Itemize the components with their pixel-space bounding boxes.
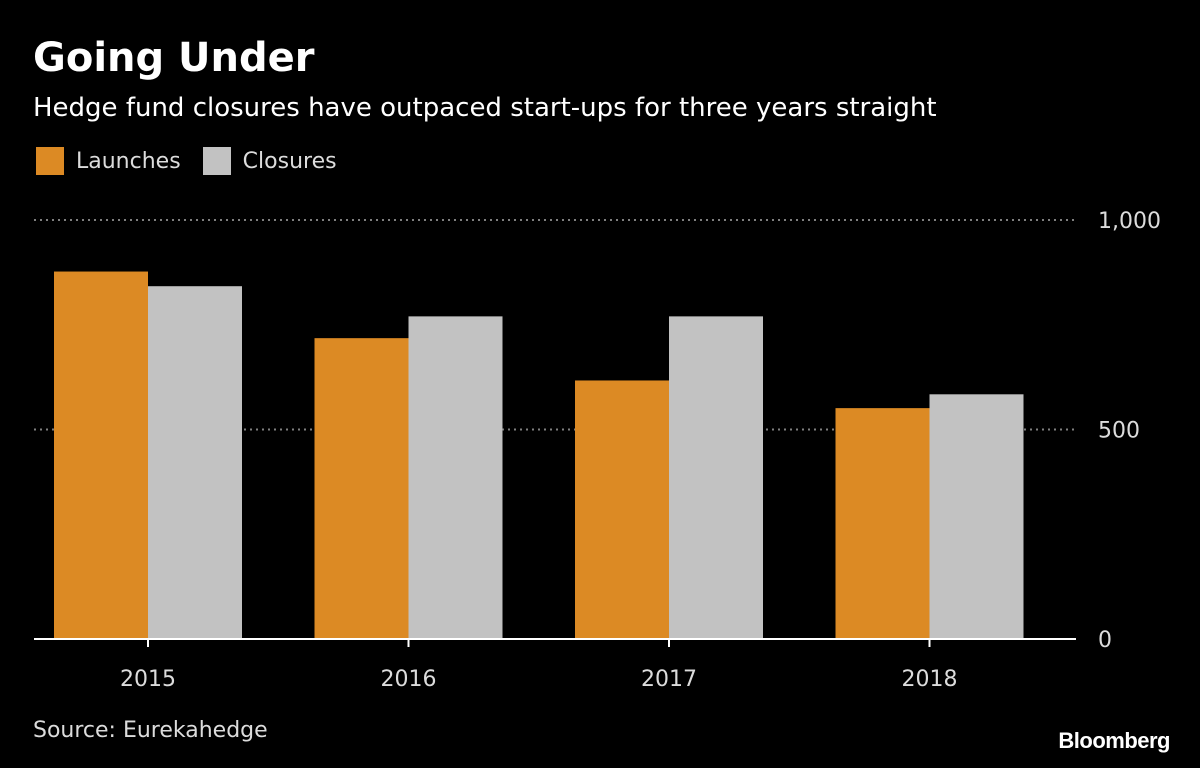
bloomberg-logo: Bloomberg	[1058, 728, 1170, 753]
legend: Launches Closures	[36, 146, 359, 176]
legend-item-launches: Launches	[36, 147, 181, 175]
bar-launches-2018	[835, 408, 930, 639]
bar-closures-2016	[408, 316, 503, 639]
legend-label-closures: Closures	[242, 148, 337, 174]
legend-item-closures: Closures	[202, 147, 337, 175]
x-tick-label-2016: 2016	[381, 667, 437, 692]
x-tick-label-2018: 2018	[902, 667, 958, 692]
y-tick-label-500: 500	[1098, 419, 1140, 444]
bar-launches-2015	[54, 271, 148, 639]
legend-swatch-launches	[36, 147, 64, 175]
bar-closures-2015	[148, 286, 242, 639]
chart-title: Going Under	[33, 35, 315, 81]
bar-closures-2017	[669, 316, 763, 639]
x-tick-label-2015: 2015	[120, 667, 176, 692]
x-tick-label-2017: 2017	[641, 667, 697, 692]
legend-label-launches: Launches	[76, 148, 181, 174]
bar-launches-2016	[314, 338, 409, 639]
y-tick-label-1000: 1,000	[1098, 209, 1161, 234]
chart-subtitle: Hedge fund closures have outpaced start-…	[33, 93, 937, 123]
y-tick-label-0: 0	[1098, 628, 1112, 653]
bar-closures-2018	[929, 394, 1024, 639]
bar-launches-2017	[575, 380, 669, 639]
legend-swatch-closures	[202, 147, 231, 175]
source-note: Source: Eurekahedge	[33, 718, 268, 743]
